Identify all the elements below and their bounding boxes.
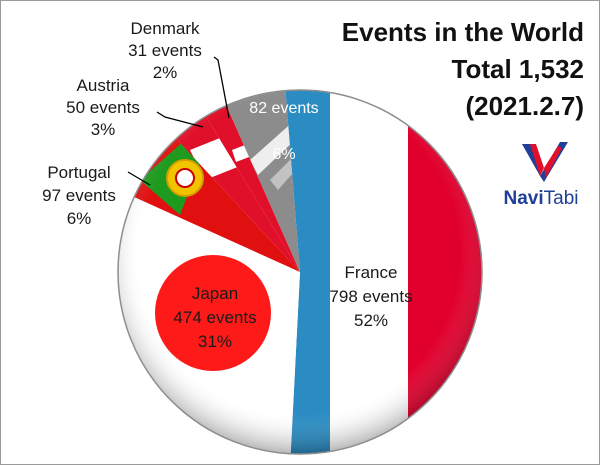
- label-denmark-name: Denmark: [131, 19, 200, 38]
- label-france-count: 798 events: [329, 287, 412, 306]
- label-japan: Japan 474 events 31%: [173, 284, 256, 351]
- label-france: France 798 events 52%: [329, 263, 412, 330]
- chart-title: Events in the World: [341, 17, 584, 47]
- label-portugal-count: 97 events: [42, 186, 116, 205]
- label-portugal: Portugal 97 events 6%: [42, 163, 116, 228]
- label-france-percent: 52%: [354, 311, 388, 330]
- brand-rest: Tabi: [543, 188, 579, 209]
- label-other-percent: 6%: [272, 146, 295, 163]
- label-france-name: France: [345, 263, 398, 282]
- label-denmark-count: 31 events: [128, 41, 202, 60]
- label-japan-count: 474 events: [173, 308, 256, 327]
- leader-line-denmark: [213, 56, 230, 119]
- pie-rim: [117, 89, 483, 455]
- leader-line-austria: [156, 111, 204, 128]
- navitabi-logo-icon: [522, 142, 568, 182]
- label-denmark-percent: 2%: [153, 63, 178, 82]
- label-other-count: 82 events: [249, 100, 318, 117]
- label-austria-name: Austria: [77, 76, 130, 95]
- label-japan-name: Japan: [192, 284, 238, 303]
- label-austria: Austria 50 events 3%: [66, 76, 140, 139]
- chart-date: (2021.2.7): [465, 91, 584, 121]
- brand-bold: Navi: [503, 188, 544, 209]
- label-austria-percent: 3%: [91, 120, 116, 139]
- label-other: 82 events 6%: [249, 100, 318, 163]
- label-portugal-name: Portugal: [47, 163, 110, 182]
- label-austria-count: 50 events: [66, 98, 140, 117]
- navitabi-wordmark: NaviTabi: [500, 188, 582, 210]
- navitabi-logo: NaviTabi: [500, 138, 582, 218]
- leader-line-portugal: [127, 171, 151, 186]
- label-portugal-percent: 6%: [67, 209, 92, 228]
- chart-total: Total 1,532: [451, 54, 584, 84]
- label-japan-percent: 31%: [198, 332, 232, 351]
- label-denmark: Denmark 31 events 2%: [128, 19, 202, 82]
